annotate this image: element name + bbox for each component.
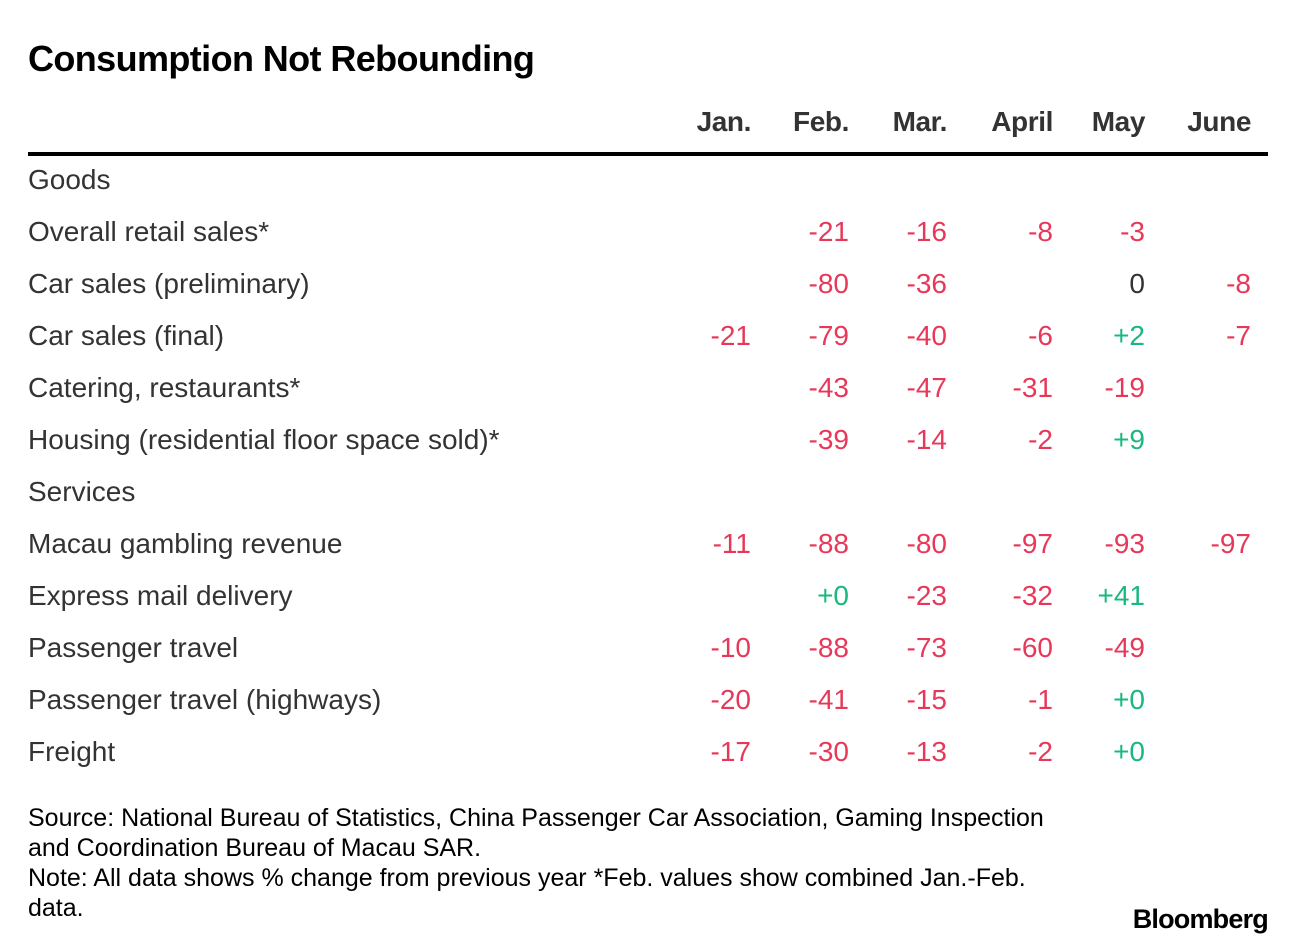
table-cell: -14 bbox=[906, 424, 947, 455]
table-cell: -21 bbox=[710, 320, 751, 351]
table-cell: -6 bbox=[1028, 320, 1053, 351]
table-cell: -2 bbox=[1028, 424, 1053, 455]
column-header-5: June bbox=[1187, 106, 1251, 137]
column-header-1: Feb. bbox=[793, 106, 849, 137]
table-cell: -10 bbox=[710, 632, 751, 663]
table-row: Overall retail sales* -21 -16 -8 -3 bbox=[0, 216, 1296, 268]
table-cell: -15 bbox=[906, 684, 947, 715]
table-row: Passenger travel -10 -88 -73 -60 -49 bbox=[0, 632, 1296, 684]
table-cell: -88 bbox=[808, 632, 849, 663]
section-label: Services bbox=[28, 476, 136, 507]
table-cell: -23 bbox=[906, 580, 947, 611]
table-cell: -79 bbox=[808, 320, 849, 351]
chart-title: Consumption Not Rebounding bbox=[28, 38, 535, 79]
table-cell: -80 bbox=[808, 268, 849, 299]
note-text: Note: All data shows % change from previ… bbox=[28, 864, 1026, 922]
table-cell: -31 bbox=[1012, 372, 1053, 403]
table-cell: -19 bbox=[1104, 372, 1145, 403]
table-cell: -16 bbox=[906, 216, 947, 247]
table-cell: -36 bbox=[906, 268, 947, 299]
section-row: Goods bbox=[0, 164, 1296, 216]
table-cell: -41 bbox=[808, 684, 849, 715]
table-row: Freight -17 -30 -13 -2 +0 bbox=[0, 736, 1296, 788]
table-cell: -88 bbox=[808, 528, 849, 559]
table-cell: -20 bbox=[710, 684, 751, 715]
table-cell: -13 bbox=[906, 736, 947, 767]
table-row: Car sales (final) -21 -79 -40 -6 +2 -7 bbox=[0, 320, 1296, 372]
table-row: Express mail delivery +0 -23 -32 +41 bbox=[0, 580, 1296, 632]
row-label: Express mail delivery bbox=[28, 580, 293, 611]
table-row: Macau gambling revenue -11 -88 -80 -97 -93 -97 bbox=[0, 528, 1296, 580]
section-label: Goods bbox=[28, 164, 111, 195]
table-cell: -60 bbox=[1012, 632, 1053, 663]
header-rule bbox=[28, 152, 1268, 156]
table-cell: -49 bbox=[1104, 632, 1145, 663]
table-cell: -3 bbox=[1120, 216, 1145, 247]
bloomberg-logo: Bloomberg bbox=[1132, 904, 1269, 934]
table-cell: -40 bbox=[906, 320, 947, 351]
table-cell: -97 bbox=[1210, 528, 1251, 559]
row-label: Passenger travel bbox=[28, 632, 239, 663]
table-cell: -73 bbox=[906, 632, 947, 663]
row-label: Overall retail sales* bbox=[28, 216, 270, 247]
column-header-2: Mar. bbox=[892, 106, 948, 137]
table-row: Housing (residential floor space sold)* -… bbox=[0, 424, 1296, 476]
table-cell: +0 bbox=[1113, 684, 1145, 715]
table-cell: +0 bbox=[1113, 736, 1145, 767]
table-cell: -11 bbox=[712, 528, 751, 559]
table-cell: -8 bbox=[1028, 216, 1053, 247]
table-cell: +41 bbox=[1097, 580, 1146, 611]
table-cell: -39 bbox=[808, 424, 849, 455]
table-cell: -2 bbox=[1028, 736, 1053, 767]
table-row: Catering, restaurants* -43 -47 -31 -19 bbox=[0, 372, 1296, 424]
row-label: Car sales (preliminary) bbox=[28, 268, 310, 299]
row-label: Catering, restaurants* bbox=[28, 372, 301, 403]
row-label: Passenger travel (highways) bbox=[28, 684, 382, 715]
column-header-row: Jan. Feb. Mar. April May June bbox=[0, 106, 1296, 146]
table-cell: -17 bbox=[710, 736, 751, 767]
table-cell: -21 bbox=[808, 216, 849, 247]
table-cell: -43 bbox=[808, 372, 849, 403]
section-row: Services bbox=[0, 476, 1296, 528]
table-cell: +9 bbox=[1113, 424, 1145, 455]
table-cell: -47 bbox=[906, 372, 947, 403]
table-cell: -32 bbox=[1012, 580, 1053, 611]
table-cell: +2 bbox=[1113, 320, 1145, 351]
row-label: Housing (residential floor space sold)* bbox=[28, 424, 500, 455]
column-header-3: April bbox=[991, 106, 1053, 137]
table-cell: -97 bbox=[1012, 528, 1053, 559]
source-text: Source: National Bureau of Statistics, C… bbox=[28, 804, 1044, 862]
table-cell: +0 bbox=[817, 580, 849, 611]
column-header-4: May bbox=[1091, 106, 1146, 137]
row-label: Freight bbox=[28, 736, 116, 767]
table-row: Car sales (preliminary) -80 -36 0 -8 bbox=[0, 268, 1296, 320]
table-cell: -7 bbox=[1226, 320, 1251, 351]
table-cell: -8 bbox=[1226, 268, 1251, 299]
table-cell: -1 bbox=[1028, 684, 1053, 715]
table-cell: -93 bbox=[1104, 528, 1145, 559]
table-row: Passenger travel (highways) -20 -41 -15 -1 +0 bbox=[0, 684, 1296, 736]
table-cell: 0 bbox=[1129, 268, 1145, 299]
table-cell: -30 bbox=[808, 736, 849, 767]
table-cell: -80 bbox=[906, 528, 947, 559]
column-header-0: Jan. bbox=[696, 106, 752, 137]
footer-notes: Source: National Bureau of Statistics, C… bbox=[28, 803, 1068, 923]
row-label: Macau gambling revenue bbox=[28, 528, 343, 559]
row-label: Car sales (final) bbox=[28, 320, 225, 351]
